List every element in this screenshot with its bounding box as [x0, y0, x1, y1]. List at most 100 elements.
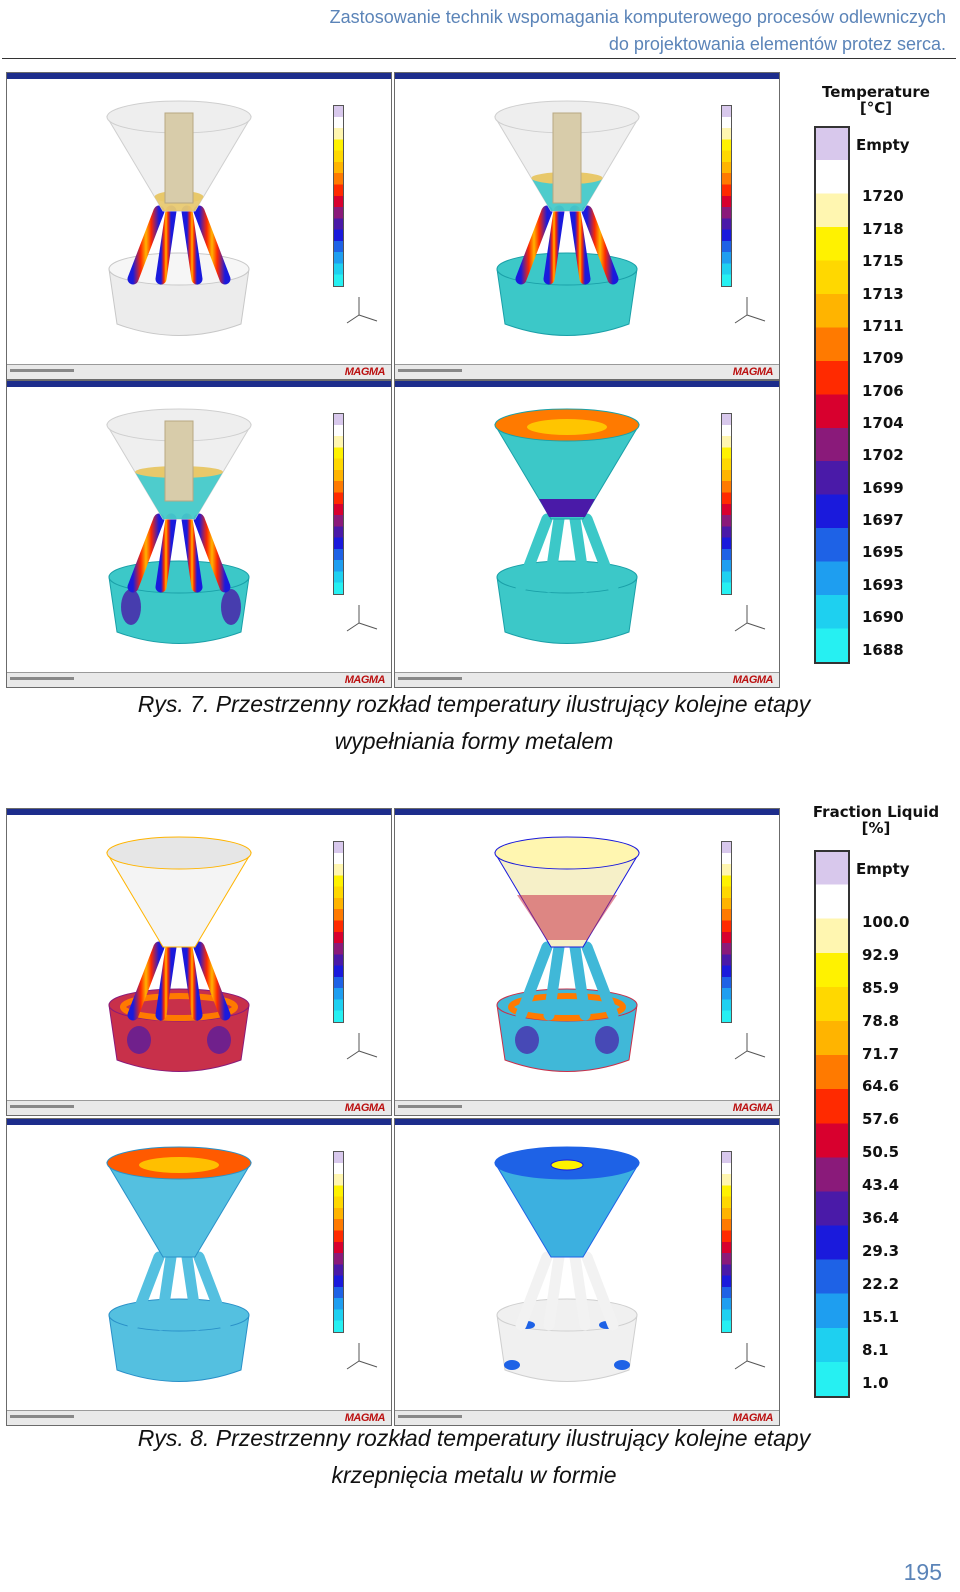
- legend-value-label: 36.4: [862, 1209, 900, 1228]
- figure-7: MAGMA MAGMA MAGMA MAGMA Temperature [°C]…: [6, 72, 954, 692]
- legend-value-label: 1715: [862, 252, 904, 271]
- status-text-bar: [10, 677, 74, 680]
- sim-panel: MAGMA: [394, 808, 780, 1116]
- legend-value-label: 1709: [862, 349, 904, 368]
- legend-unit: [°C]: [859, 99, 893, 117]
- legend-value-label: 92.9: [862, 945, 900, 964]
- casting-render: [494, 100, 766, 336]
- sim-panel: MAGMA: [6, 72, 392, 380]
- panel-title-bar: [7, 1119, 391, 1125]
- figure-8: MAGMA MAGMA MAGMA MAGMA Fraction Liquid …: [6, 804, 954, 1436]
- mini-color-bar: [333, 413, 344, 595]
- panel-title-bar: [7, 73, 391, 79]
- header-line-2: do projektowania elementów protez serca.: [608, 34, 946, 54]
- temperature-legend: Temperature [°C] Empty 1720 1718 1715 1713 17…: [806, 72, 946, 672]
- status-text-bar: [398, 1415, 462, 1418]
- figure-7-caption: Rys. 7. Przestrzenny rozkład temperatury…: [0, 686, 948, 760]
- casting-render: [494, 408, 766, 644]
- magma-logo: MAGMA: [344, 1412, 386, 1424]
- sim-panel: MAGMA: [6, 808, 392, 1116]
- status-text-bar: [10, 1415, 74, 1418]
- status-text-bar: [398, 1105, 462, 1108]
- legend-value-label: 1.0: [862, 1374, 889, 1393]
- sim-panel: MAGMA: [394, 1118, 780, 1426]
- caption-line-1: Rys. 8. Przestrzenny rozkład temperatury…: [137, 1425, 811, 1451]
- status-text-bar: [10, 369, 74, 372]
- casting-render: [106, 100, 378, 336]
- legend-value-label: 64.6: [862, 1077, 900, 1096]
- mini-color-bar: [333, 841, 344, 1023]
- page-number: 195: [903, 1559, 942, 1585]
- panel-status-bar: [395, 364, 779, 379]
- panel-title-bar: [395, 1119, 779, 1125]
- magma-logo: MAGMA: [732, 674, 774, 686]
- caption-line-1: Rys. 7. Przestrzenny rozkład temperatury…: [137, 691, 811, 717]
- legend-value-label: 71.7: [862, 1044, 900, 1063]
- legend-value-label: 100.0: [862, 912, 910, 931]
- magma-logo: MAGMA: [344, 366, 386, 378]
- legend-value-label: 1702: [862, 446, 904, 465]
- magma-logo: MAGMA: [732, 1412, 774, 1424]
- panel-title-bar: [7, 381, 391, 387]
- running-header: Zastosowanie technik wspomagania kompute…: [330, 4, 946, 58]
- legend-empty-label: Empty: [856, 135, 910, 154]
- panel-title-bar: [395, 73, 779, 79]
- casting-render: [494, 1146, 766, 1382]
- legend-value-label: 1695: [862, 543, 904, 562]
- panel-status-bar: [7, 364, 391, 379]
- figure-8-caption: Rys. 8. Przestrzenny rozkład temperatury…: [0, 1420, 948, 1494]
- caption-line-2: wypełniania formy metalem: [334, 728, 614, 754]
- legend-value-label: 85.9: [862, 978, 900, 997]
- magma-logo: MAGMA: [344, 1102, 386, 1114]
- legend-value-label: 1688: [862, 640, 904, 659]
- casting-render: [106, 1146, 378, 1382]
- casting-render: [106, 836, 378, 1072]
- legend-value-label: 1720: [862, 187, 904, 206]
- mini-color-bar: [333, 1151, 344, 1333]
- legend-value-label: 57.6: [862, 1110, 900, 1129]
- legend-value-label: 29.3: [862, 1242, 900, 1261]
- panel-status-bar: [395, 1410, 779, 1425]
- magma-logo: MAGMA: [732, 1102, 774, 1114]
- panel-title-bar: [7, 809, 391, 815]
- legend-value-label: 1706: [862, 381, 904, 400]
- fraction-liquid-legend: Fraction Liquid [%] Empty 100.0 92.9 85.9 78…: [806, 804, 946, 1408]
- legend-title: Fraction Liquid: [812, 803, 940, 821]
- legend-value-label: 22.2: [862, 1275, 900, 1294]
- panel-status-bar: [7, 1410, 391, 1425]
- color-scale-bar: [814, 126, 850, 664]
- sim-panel: MAGMA: [394, 72, 780, 380]
- casting-render: [106, 408, 378, 644]
- legend-value-label: 15.1: [862, 1308, 900, 1327]
- magma-logo: MAGMA: [732, 366, 774, 378]
- panel-status-bar: [395, 1100, 779, 1115]
- color-scale-bar: [814, 850, 850, 1398]
- sim-panel: MAGMA: [394, 380, 780, 688]
- legend-unit: [%]: [861, 819, 891, 837]
- mini-color-bar: [721, 841, 732, 1023]
- legend-value-label: 50.5: [862, 1143, 900, 1162]
- sim-panel: MAGMA: [6, 380, 392, 688]
- legend-value-label: 43.4: [862, 1176, 900, 1195]
- legend-value-label: 1711: [862, 316, 904, 335]
- legend-title: Temperature: [822, 83, 930, 101]
- caption-line-2: krzepnięcia metalu w formie: [331, 1462, 617, 1488]
- panel-title-bar: [395, 381, 779, 387]
- sim-panel: MAGMA: [6, 1118, 392, 1426]
- status-text-bar: [398, 369, 462, 372]
- legend-value-label: 8.1: [862, 1341, 889, 1360]
- legend-empty-label: Empty: [856, 859, 910, 878]
- panel-status-bar: [395, 672, 779, 687]
- panel-status-bar: [7, 1100, 391, 1115]
- panel-status-bar: [7, 672, 391, 687]
- legend-value-label: 78.8: [862, 1011, 900, 1030]
- header-line-1: Zastosowanie technik wspomagania kompute…: [329, 7, 946, 27]
- magma-logo: MAGMA: [344, 674, 386, 686]
- mini-color-bar: [721, 1151, 732, 1333]
- status-text-bar: [10, 1105, 74, 1108]
- header-rule: [2, 58, 956, 59]
- panel-title-bar: [395, 809, 779, 815]
- legend-value-label: 1693: [862, 575, 904, 594]
- legend-value-label: 1697: [862, 511, 904, 530]
- mini-color-bar: [721, 413, 732, 595]
